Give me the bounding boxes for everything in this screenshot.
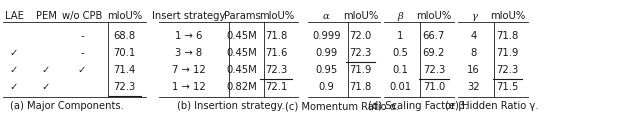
Text: 8: 8 bbox=[470, 48, 477, 58]
Text: 0.9: 0.9 bbox=[319, 82, 334, 92]
Text: 0.5: 0.5 bbox=[392, 48, 408, 58]
Text: -: - bbox=[80, 31, 84, 41]
Text: Params: Params bbox=[223, 11, 260, 21]
Text: (c) Momentum Ratio α.: (c) Momentum Ratio α. bbox=[285, 101, 399, 111]
Text: mIoU%: mIoU% bbox=[490, 11, 525, 21]
Text: (b) Insertion strategy.: (b) Insertion strategy. bbox=[177, 101, 284, 111]
Text: 32: 32 bbox=[467, 82, 480, 92]
Text: mIoU%: mIoU% bbox=[107, 11, 143, 21]
Text: 72.3: 72.3 bbox=[349, 48, 371, 58]
Text: α: α bbox=[323, 12, 330, 21]
Text: 0.999: 0.999 bbox=[312, 31, 340, 41]
Text: -: - bbox=[80, 48, 84, 58]
Text: 1 → 6: 1 → 6 bbox=[175, 31, 202, 41]
Text: 72.3: 72.3 bbox=[266, 65, 287, 75]
Text: (e) Hidden Ratio γ.: (e) Hidden Ratio γ. bbox=[445, 101, 538, 111]
Text: 0.45M: 0.45M bbox=[227, 48, 257, 58]
Text: 71.0: 71.0 bbox=[423, 82, 445, 92]
Text: 0.45M: 0.45M bbox=[227, 31, 257, 41]
Text: ✓: ✓ bbox=[10, 65, 19, 75]
Text: 71.8: 71.8 bbox=[349, 82, 371, 92]
Text: (a) Major Components.: (a) Major Components. bbox=[10, 101, 124, 111]
Text: Insert strategy: Insert strategy bbox=[152, 11, 225, 21]
Text: 72.0: 72.0 bbox=[349, 31, 371, 41]
Text: β: β bbox=[397, 12, 403, 21]
Text: 72.3: 72.3 bbox=[423, 65, 445, 75]
Text: 68.8: 68.8 bbox=[114, 31, 136, 41]
Text: 3 → 8: 3 → 8 bbox=[175, 48, 202, 58]
Text: 0.99: 0.99 bbox=[316, 48, 337, 58]
Text: PEM: PEM bbox=[36, 11, 56, 21]
Text: 71.9: 71.9 bbox=[497, 48, 518, 58]
Text: 72.1: 72.1 bbox=[266, 82, 287, 92]
Text: 71.5: 71.5 bbox=[497, 82, 518, 92]
Text: 71.4: 71.4 bbox=[114, 65, 136, 75]
Text: w/o CPB: w/o CPB bbox=[61, 11, 102, 21]
Text: 71.8: 71.8 bbox=[497, 31, 518, 41]
Text: ✓: ✓ bbox=[42, 65, 51, 75]
Text: mIoU%: mIoU% bbox=[416, 11, 452, 21]
Text: 1: 1 bbox=[397, 31, 403, 41]
Text: mIoU%: mIoU% bbox=[259, 11, 294, 21]
Text: ✓: ✓ bbox=[77, 65, 86, 75]
Text: 69.2: 69.2 bbox=[423, 48, 445, 58]
Text: 70.1: 70.1 bbox=[114, 48, 136, 58]
Text: 0.45M: 0.45M bbox=[227, 65, 257, 75]
Text: LAE: LAE bbox=[4, 11, 24, 21]
Text: mIoU%: mIoU% bbox=[342, 11, 378, 21]
Text: (d) Scaling Factor β.: (d) Scaling Factor β. bbox=[368, 101, 468, 111]
Text: ✓: ✓ bbox=[10, 48, 19, 58]
Text: ✓: ✓ bbox=[42, 82, 51, 92]
Text: 71.9: 71.9 bbox=[349, 65, 371, 75]
Text: 0.1: 0.1 bbox=[392, 65, 408, 75]
Text: 7 → 12: 7 → 12 bbox=[172, 65, 205, 75]
Text: 16: 16 bbox=[467, 65, 480, 75]
Text: 4: 4 bbox=[470, 31, 477, 41]
Text: γ: γ bbox=[470, 12, 477, 21]
Text: ✓: ✓ bbox=[10, 82, 19, 92]
Text: 1 → 12: 1 → 12 bbox=[172, 82, 205, 92]
Text: 0.01: 0.01 bbox=[389, 82, 411, 92]
Text: 72.3: 72.3 bbox=[114, 82, 136, 92]
Text: 72.3: 72.3 bbox=[497, 65, 518, 75]
Text: 66.7: 66.7 bbox=[423, 31, 445, 41]
Text: 0.95: 0.95 bbox=[316, 65, 337, 75]
Text: 0.82M: 0.82M bbox=[227, 82, 257, 92]
Text: 71.8: 71.8 bbox=[266, 31, 287, 41]
Text: 71.6: 71.6 bbox=[266, 48, 287, 58]
